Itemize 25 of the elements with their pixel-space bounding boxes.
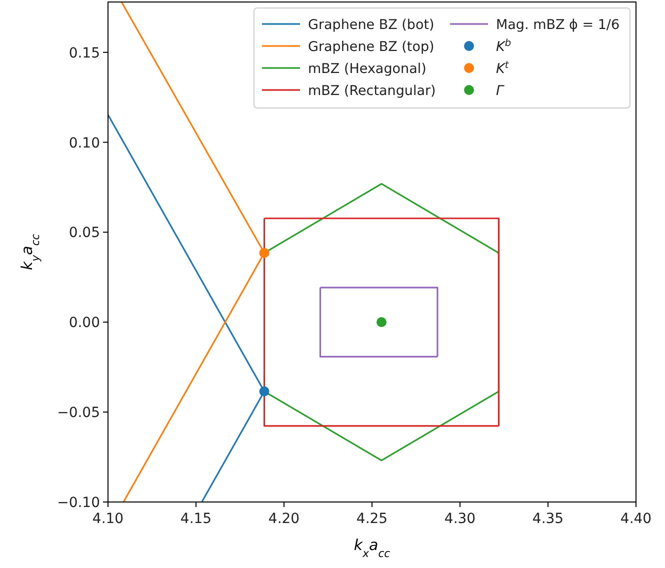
legend-label: Graphene BZ (top) xyxy=(308,39,434,55)
x-tick-label: 4.25 xyxy=(356,511,388,527)
y-tick-label: 0.00 xyxy=(68,315,100,332)
y-tick-label: 0.10 xyxy=(68,135,100,152)
x-tick-label: 4.30 xyxy=(444,511,476,527)
legend-label: mBZ (Hexagonal) xyxy=(308,61,426,77)
legend-label: K$^{t}$ xyxy=(496,60,510,77)
x-tick-label: 4.20 xyxy=(268,511,300,527)
legend-label: Graphene BZ (bot) xyxy=(308,17,434,33)
x-axis-title: k$_{x}$a$_{cc}$ xyxy=(354,536,390,560)
legend-label: K$^{b}$ xyxy=(496,38,512,55)
y-tick-label: −0.10 xyxy=(57,495,100,511)
point xyxy=(259,386,270,396)
legend-label: mBZ (Rectangular) xyxy=(308,83,436,99)
x-tick-label: 4.15 xyxy=(180,511,212,527)
point xyxy=(376,317,387,328)
x-tick-label: 4.10 xyxy=(92,511,124,527)
y-tick-label: 0.05 xyxy=(68,225,100,242)
x-tick-label: 4.35 xyxy=(532,511,564,527)
y-tick-label: −0.05 xyxy=(57,405,100,422)
legend-label: Mag. mBZ ϕ = 1/6 xyxy=(496,17,620,33)
point xyxy=(259,248,270,258)
x-tick-label: 4.40 xyxy=(620,511,652,527)
legend-label: Γ xyxy=(496,83,505,99)
y-tick-label: 0.15 xyxy=(68,45,100,62)
